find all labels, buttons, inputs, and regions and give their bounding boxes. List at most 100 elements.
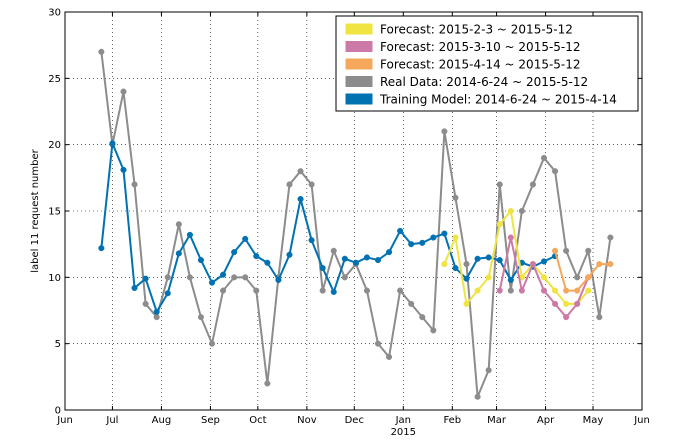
- series: [552, 247, 614, 294]
- data-point: [253, 253, 260, 260]
- data-point: [164, 274, 171, 281]
- data-point: [552, 300, 559, 307]
- data-point: [286, 251, 293, 258]
- x-tick-label: Jun: [56, 415, 73, 426]
- data-point: [441, 128, 448, 135]
- data-point: [264, 380, 271, 387]
- x-tick-label: Nov: [297, 415, 317, 426]
- data-point: [253, 287, 260, 294]
- series: [98, 140, 559, 315]
- data-point: [540, 287, 548, 294]
- data-point: [507, 276, 514, 284]
- data-point: [297, 168, 304, 175]
- x-tick-label: Apr: [537, 415, 555, 426]
- y-tick-label: 25: [48, 74, 61, 85]
- y-tick-label: 10: [48, 273, 61, 284]
- data-point: [540, 258, 548, 265]
- data-point: [341, 255, 348, 262]
- data-point: [408, 300, 415, 307]
- data-point: [363, 287, 370, 294]
- x-tick-label: Oct: [249, 415, 266, 426]
- data-point: [386, 249, 393, 256]
- x-tick-label: Dec: [345, 415, 364, 426]
- data-point: [452, 234, 459, 241]
- data-point: [563, 247, 570, 254]
- data-point: [308, 181, 315, 188]
- data-point: [441, 261, 448, 268]
- data-point: [208, 340, 216, 347]
- data-point: [463, 300, 470, 307]
- data-point: [607, 261, 614, 268]
- x-axis-label: 2015: [391, 427, 416, 438]
- data-point: [319, 264, 326, 272]
- data-point: [452, 194, 459, 201]
- data-point: [485, 274, 492, 281]
- x-tick-label: Mar: [487, 415, 507, 426]
- data-point: [496, 257, 503, 264]
- data-point: [596, 314, 603, 321]
- data-point: [496, 287, 503, 294]
- data-point: [220, 271, 227, 278]
- series-line: [554, 250, 611, 292]
- data-point: [175, 221, 182, 228]
- data-point: [463, 261, 470, 268]
- legend-label: Training Model: 2014-6-24 ~ 2015-4-14: [379, 93, 617, 107]
- legend-label: Forecast: 2015-3-10 ~ 2015-5-12: [380, 40, 581, 54]
- x-tick-label: Jun: [633, 415, 650, 426]
- legend-swatch: [345, 58, 373, 70]
- data-point: [574, 300, 581, 307]
- legend-swatch: [345, 76, 373, 87]
- data-point: [175, 250, 182, 257]
- data-point: [242, 235, 249, 242]
- data-point: [386, 353, 393, 360]
- data-point: [507, 234, 514, 241]
- y-tick-label: 30: [48, 8, 61, 19]
- legend: Forecast: 2015-2-3 ~ 2015-5-12 Forecast: …: [335, 15, 639, 112]
- data-point: [153, 308, 160, 315]
- data-point: [474, 393, 481, 400]
- data-point: [540, 154, 548, 161]
- data-point: [208, 279, 216, 286]
- data-point: [220, 287, 227, 294]
- series-line: [100, 142, 556, 313]
- data-point: [463, 275, 470, 282]
- data-point: [186, 231, 193, 238]
- data-point: [474, 287, 481, 294]
- data-point: [186, 274, 193, 281]
- data-point: [98, 48, 105, 55]
- x-tick-label: Aug: [152, 415, 172, 426]
- data-point: [419, 239, 426, 246]
- legend-label: Forecast: 2015-2-3 ~ 2015-5-12: [380, 23, 573, 37]
- data-point: [98, 245, 105, 252]
- data-point: [275, 276, 282, 284]
- data-point: [330, 247, 337, 254]
- x-tick-label: Jan: [395, 415, 411, 426]
- data-point: [109, 140, 116, 147]
- legend-swatch: [345, 93, 373, 105]
- y-axis-label: label 11 request number: [30, 148, 41, 272]
- legend-swatch: [345, 41, 373, 52]
- data-point: [574, 274, 581, 281]
- legend-label: Forecast: 2015-4-14 ~ 2015-5-12: [380, 58, 581, 72]
- data-point: [408, 241, 415, 248]
- x-tick-label: Sep: [201, 415, 220, 426]
- data-point: [363, 254, 370, 261]
- data-point: [518, 207, 525, 215]
- data-point: [120, 166, 127, 173]
- axis-ticks: 0 5 10 15 20 25 30 Jun Jul Aug Sep Oct Nov Dec Jan Feb M…: [48, 8, 650, 427]
- data-point: [430, 327, 437, 334]
- data-point: [131, 181, 138, 188]
- x-tick-label: Jul: [105, 415, 118, 426]
- data-point: [319, 287, 326, 294]
- data-point: [563, 287, 570, 294]
- data-point: [496, 221, 503, 228]
- y-tick-label: 0: [55, 406, 61, 417]
- data-point: [352, 259, 359, 266]
- data-point: [164, 290, 171, 297]
- data-point: [231, 274, 238, 281]
- data-point: [231, 249, 238, 256]
- data-point: [120, 88, 127, 95]
- data-point: [131, 284, 138, 291]
- data-point: [441, 230, 448, 237]
